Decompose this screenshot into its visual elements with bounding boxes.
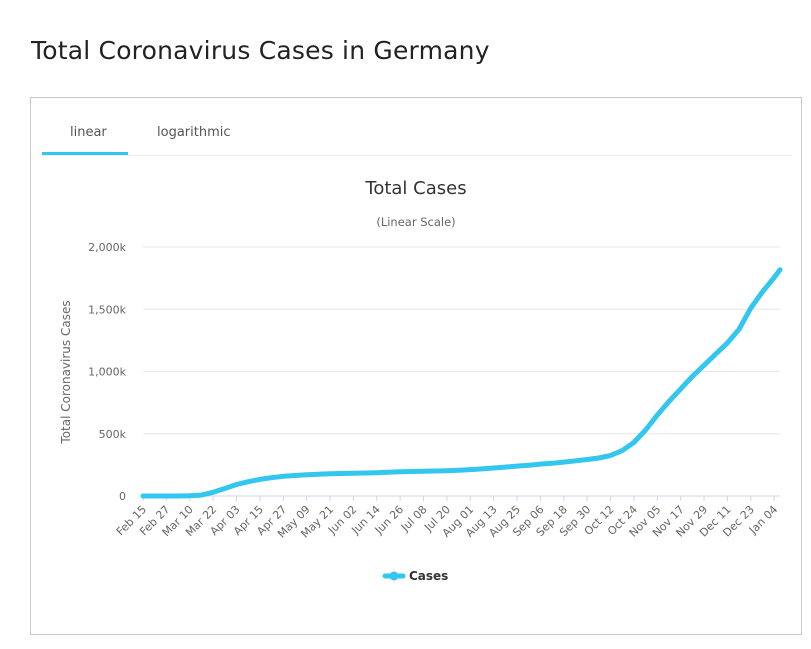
y-tick-label: 500k (99, 428, 127, 441)
tab-linear[interactable]: linear (70, 125, 107, 140)
scale-tabs: linear logarithmic (42, 117, 792, 156)
chart-subtitle: (Linear Scale) (376, 215, 455, 229)
y-tick-label: 1,500k (88, 303, 126, 316)
legend[interactable]: Cases (382, 569, 448, 583)
page-title: Total Coronavirus Cases in Germany (31, 36, 490, 65)
y-tick-label: 2,000k (88, 241, 126, 254)
y-tick-label: 0 (119, 490, 126, 503)
legend-marker-cases (389, 571, 399, 581)
chart-title: Total Cases (364, 178, 466, 199)
x-tick-label: Jul 08 (398, 503, 430, 535)
active-tab-indicator (42, 152, 128, 155)
chart-panel: linear logarithmic (30, 97, 802, 635)
series-line-cases (140, 267, 783, 499)
y-tick-label: 1,000k (88, 366, 126, 379)
tab-logarithmic[interactable]: logarithmic (157, 125, 231, 140)
legend-label-cases: Cases (409, 569, 448, 583)
y-axis-label: Total Coronavirus Cases (59, 300, 73, 444)
